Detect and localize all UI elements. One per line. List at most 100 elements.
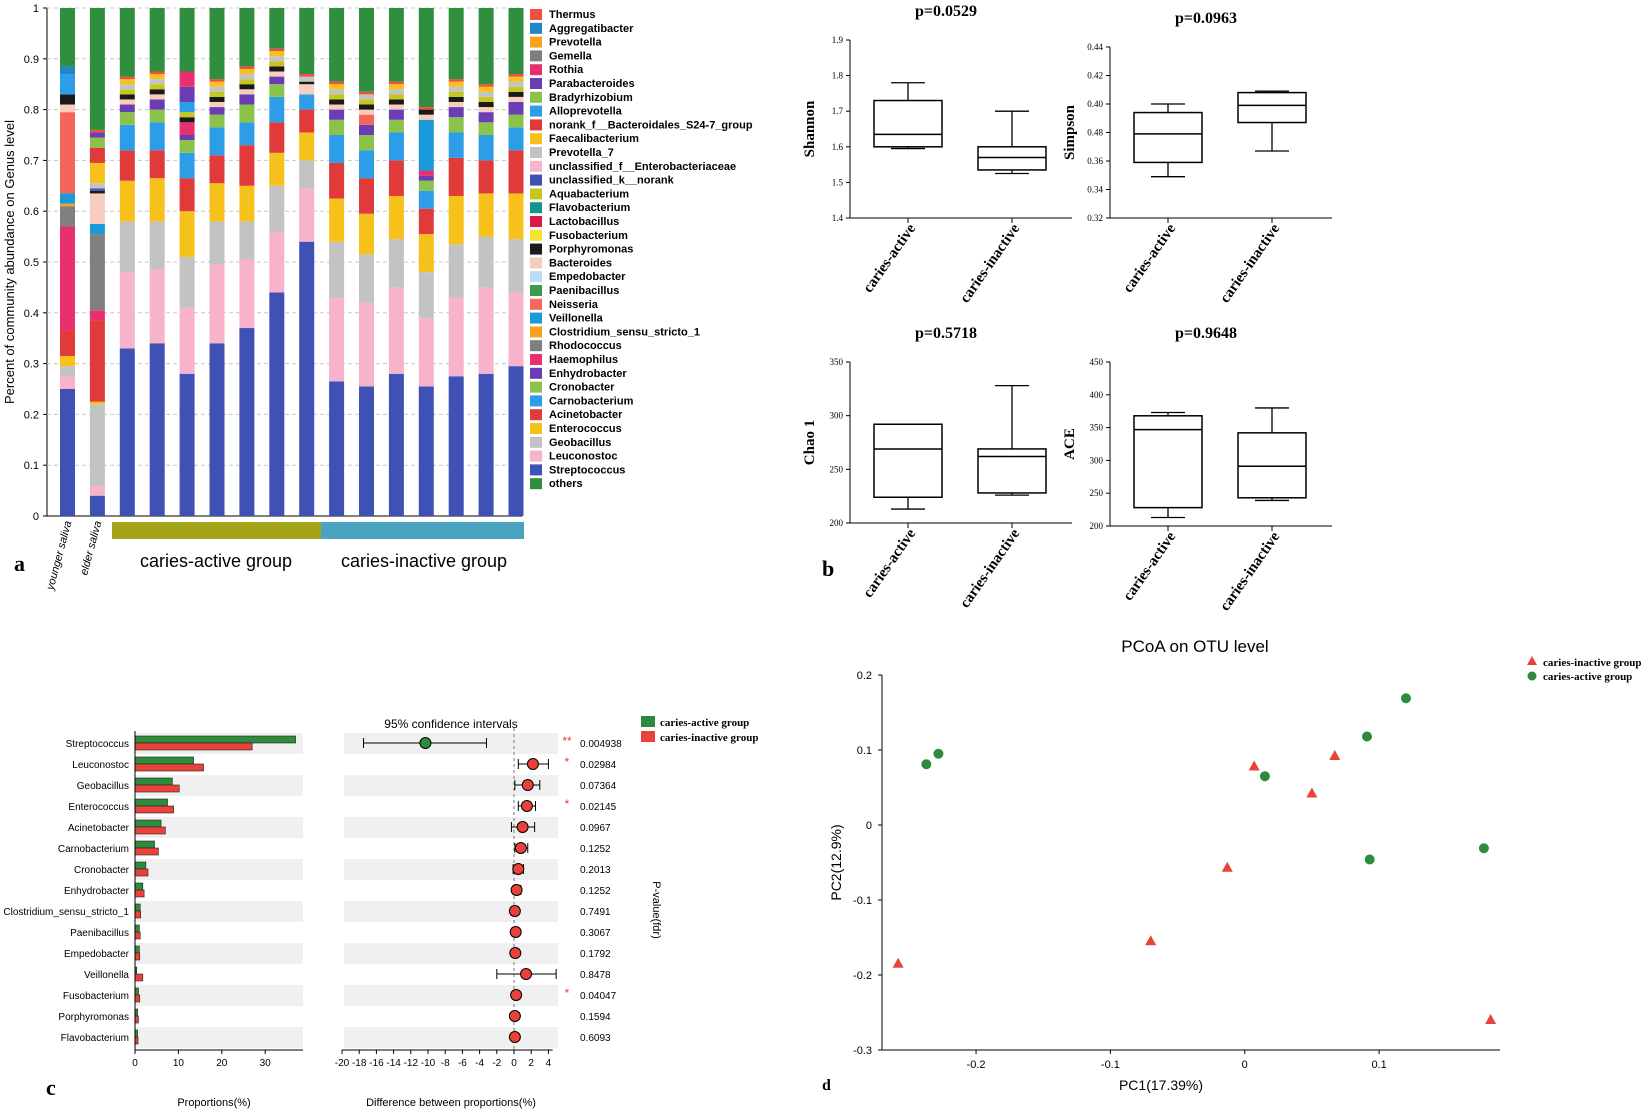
bar-segment-streptococcus: [119, 348, 135, 516]
y-tick-label: 0: [866, 820, 872, 832]
x-tick-label: -14: [386, 1058, 401, 1069]
bar-segment-porphyromonas: [508, 91, 524, 97]
genus-label: Enterococcus: [68, 802, 129, 813]
y-axis-label-right: P-value(fdr): [650, 881, 662, 938]
panel-d-pcoa: PCoA on OTU level -0.3 -0.2 -0.1 0 0.1 0.2 -0.2…: [828, 637, 1641, 1093]
box: [977, 146, 1047, 171]
legend-swatch: [530, 285, 542, 296]
bar-segment-bacteroides: [388, 104, 404, 110]
bar-inactive: [134, 931, 141, 940]
diff-point: [510, 989, 523, 1001]
diff-point: [509, 947, 522, 959]
x-tick-label: -16: [369, 1058, 384, 1069]
bar-segment-thermus: [359, 91, 374, 95]
bar-segment-leuconostoc: [179, 307, 195, 374]
bar-segment-cronobacter: [119, 112, 135, 125]
bar-segment-leuconostoc: [508, 292, 524, 367]
bar-segment-acinetobacter: [359, 178, 374, 214]
legend-label: Parabacteroides: [549, 78, 635, 90]
y-tick-label: 0: [33, 511, 39, 523]
bar-segment-acinetobacter: [448, 157, 464, 196]
bar-segment-thermus: [299, 74, 315, 77]
bar-segment-carnobacterium: [299, 94, 315, 110]
diff-point: [419, 737, 432, 749]
bar-active: [134, 987, 139, 996]
point-inactive: [1248, 760, 1260, 771]
bar-inactive: [134, 952, 141, 961]
bar-segment-geobacillus: [89, 404, 105, 486]
x-tick-label: -2: [492, 1058, 501, 1069]
box: [873, 423, 943, 498]
diff-point: [516, 821, 529, 833]
y-tick-label: -0.1: [853, 895, 872, 907]
legend-label: Acinetobacter: [549, 409, 623, 421]
bar-segment-streptococcus: [508, 366, 524, 516]
y-tick-label: 1.4: [832, 213, 844, 223]
y-tick-label: 0.2: [24, 409, 39, 421]
bar-segment-leuconostoc: [388, 287, 404, 374]
bar-segment-acinetobacter: [478, 160, 494, 194]
row-band: [344, 943, 558, 964]
genus-label: Porphyromonas: [58, 1012, 129, 1023]
bar-segment-enterococcus: [448, 195, 464, 245]
legend-label: Clostridium_sensu_stricto_1: [549, 326, 700, 338]
y-tick-label: 0.34: [1087, 185, 1103, 195]
legend-label: Empedobacter: [549, 271, 626, 283]
bar-segment-faecalibacterium: [149, 74, 165, 80]
bar-segment-bacteroides: [209, 101, 225, 108]
bar-segment-porphyromonas: [179, 117, 195, 123]
bar-segment-enterococcus: [388, 195, 404, 240]
bar-segment-rhodococcus: [60, 206, 75, 227]
bar-segment-enterococcus: [269, 152, 285, 186]
bar-segment-aquabacterium: [239, 79, 255, 85]
legend-swatch-active: [641, 716, 655, 727]
bar-segment-thermus: [418, 107, 434, 110]
legend-swatch: [530, 243, 542, 255]
legend-label: Rothia: [549, 64, 584, 76]
x-tick-label: 20: [216, 1058, 228, 1069]
legend-label: Leuconostoc: [549, 451, 617, 463]
bar-segment-streptococcus: [209, 343, 225, 516]
x-tick-label: -0.1: [1101, 1059, 1120, 1071]
diff-point: [508, 1010, 521, 1022]
p-value: 0.0967: [580, 823, 611, 834]
legend-swatch: [530, 133, 542, 145]
bar-inactive: [134, 742, 253, 751]
bar-segment-leuconostoc: [269, 231, 285, 293]
p-value: 0.2013: [580, 865, 611, 876]
legend-swatch: [530, 381, 542, 393]
ci-title: 95% confidence intervals: [384, 717, 517, 731]
row-band: [135, 859, 303, 880]
bar-active: [134, 924, 140, 933]
bar-segment-geobacillus: [179, 256, 195, 308]
bar-segment-faecalibacterium: [89, 162, 105, 184]
legend-label: Paenibacillus: [549, 285, 619, 297]
bar-segment-leuconostoc: [119, 272, 135, 349]
y-tick-label: 0.36: [1087, 156, 1103, 166]
legend-swatch: [530, 395, 542, 407]
x-tick-label: -8: [441, 1058, 450, 1069]
y-tick-label: 0.1: [857, 745, 872, 757]
bar-segment-faecalibacterium: [448, 81, 464, 87]
bar-segment-leuconostoc: [478, 287, 494, 374]
x-tick-label: 30: [260, 1058, 272, 1069]
bar-segment-others: [388, 8, 404, 82]
point-active: [1364, 854, 1375, 865]
bar-segment-geobacillus: [329, 241, 345, 298]
bar-segment-streptococcus: [388, 373, 404, 516]
row-band: [135, 1027, 303, 1048]
y-tick-label: 250: [830, 464, 844, 474]
y-tick-label: 1.7: [832, 106, 844, 116]
bar-segment-bacteroides: [448, 101, 464, 108]
bar-segment-neisseria: [60, 112, 75, 194]
point-active: [1478, 843, 1489, 854]
y-tick-label: 200: [830, 518, 844, 528]
bar-segment-neisseria: [359, 114, 374, 125]
x-tick-label: caries-inactive: [957, 221, 1023, 306]
bar-segment-leuconostoc: [209, 264, 225, 344]
bar-segment-streptococcus: [418, 386, 434, 516]
bar-segment-cronobacter: [448, 117, 464, 133]
bar-segment-others: [149, 8, 165, 72]
diff-point: [521, 779, 534, 791]
bar-segment-geobacillus: [508, 239, 524, 293]
